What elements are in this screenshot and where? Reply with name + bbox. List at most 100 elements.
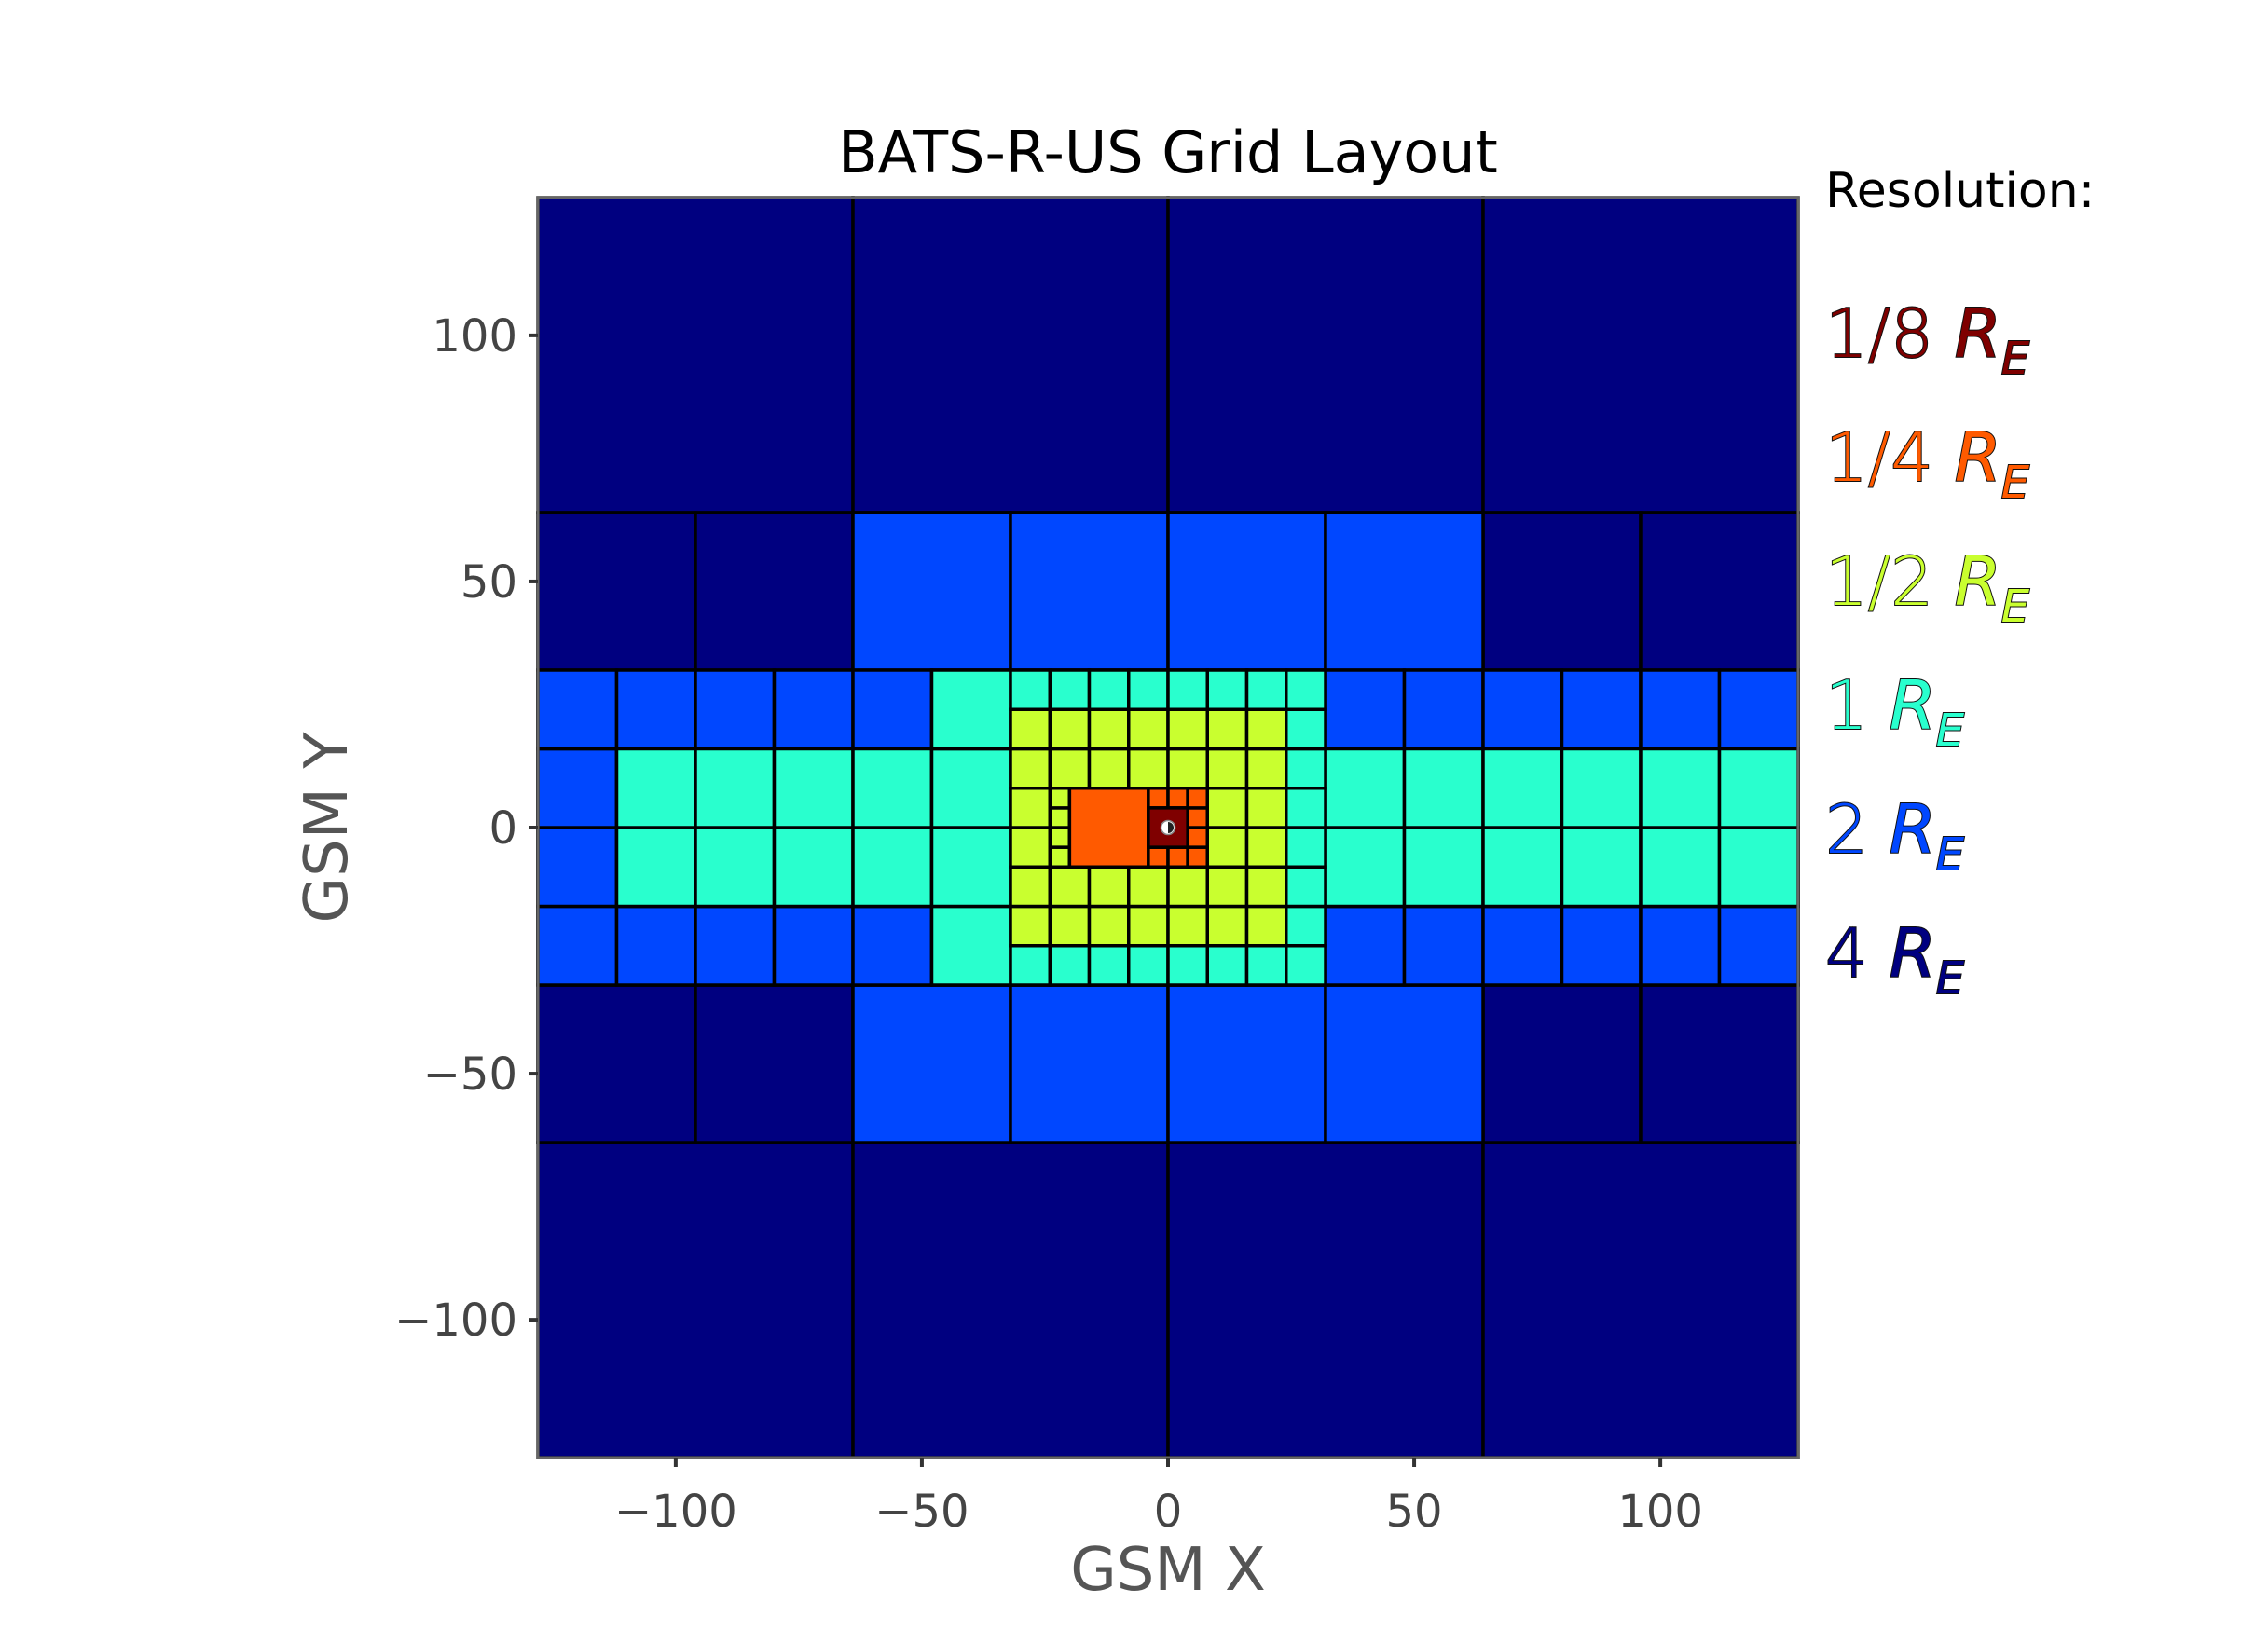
grid-block [1009,944,1052,987]
grid-block [1639,668,1722,751]
grid-block [772,747,855,829]
grid-block [536,826,619,909]
y-tick-label: −100 [394,1294,517,1347]
grid-block [1009,983,1170,1144]
grid-block [1048,707,1092,751]
grid-block [1205,826,1249,869]
grid-block [1717,826,1800,909]
grid-block [1166,511,1327,672]
grid-block [851,1141,1170,1459]
grid-block [1560,826,1643,909]
grid-block [694,668,777,751]
grid-block [536,983,697,1144]
grid-block [1285,865,1327,909]
grid-block [1048,787,1072,810]
grid-block [1087,944,1131,987]
grid-block [1639,826,1722,909]
grid-block [1186,826,1209,849]
grid-block [1087,904,1131,948]
grid-block [614,747,697,829]
grid-block [1166,1141,1485,1459]
grid-block [1481,904,1564,987]
grid-block [1127,944,1170,987]
grid-block [772,904,855,987]
y-tick-label: −50 [423,1048,517,1101]
grid-block [1009,865,1052,909]
grid-block [1048,944,1092,987]
grid-block [1205,787,1249,829]
grid-block [929,668,1012,751]
grid-block [1560,904,1643,987]
legend-entry: 1/8 RE [1825,294,2030,385]
grid-block [1285,747,1327,790]
grid-block [1147,787,1170,810]
grid-block [1166,707,1209,751]
grid-block [1166,196,1485,514]
legend-symbol: R [1890,790,1936,869]
y-tick-label: 0 [488,802,517,855]
grid-block [1166,983,1327,1144]
legend-title: Resolution: [1825,163,2095,219]
grid-block [1402,747,1485,829]
grid-block [1186,806,1209,829]
grid-block [1186,787,1209,810]
grid-block [536,668,619,751]
grid-block [1087,668,1131,711]
grid-block [1402,668,1485,751]
grid-block [1324,904,1407,987]
grid-block [929,826,1012,909]
grid-block [536,747,619,829]
grid-block [1087,747,1131,790]
legend-symbol: R [1955,294,2001,373]
grid-block [1205,747,1249,790]
grid-block [1244,747,1288,790]
grid-block [1147,845,1170,869]
grid-block [1244,904,1288,948]
grid-block [1244,865,1288,909]
legend-symbol: R [1890,914,1936,993]
grid-block [1067,787,1150,869]
grid-block [1717,747,1800,829]
legend-symbol: R [1955,418,2001,497]
chart-title: BATS-R-US Grid Layout [838,118,1498,186]
x-axis-ticks: −100 −50 0 50 100 [614,1458,1703,1538]
grid-block [1048,904,1092,948]
grid-block [1166,747,1209,790]
grid-block [1244,787,1288,829]
grid-block [1048,747,1092,790]
grid-block [1166,865,1209,909]
grid-block [1481,196,1800,514]
x-tick-label: 0 [1154,1486,1183,1538]
legend-entry: 1/4 RE [1825,418,2030,509]
grid-block [1087,707,1131,751]
legend-fraction: 1 [1825,666,1890,745]
grid-block [614,826,697,909]
grid-block [1205,865,1249,909]
grid-block [1205,944,1249,987]
grid-block [1481,668,1564,751]
y-tick-label: 100 [432,310,517,363]
grid-block [851,904,934,987]
grid-block [1127,707,1170,751]
grid-block [1048,806,1072,829]
grid-block [694,826,777,909]
grid-block [1127,747,1170,790]
grid-block [1048,668,1092,711]
grid-block [1324,826,1407,909]
legend-fraction: 1/2 [1825,542,1955,621]
grid-block [1639,904,1722,987]
x-tick-label: −50 [874,1486,969,1538]
grid-block [614,668,697,751]
grid-block [851,196,1170,514]
grid-block [1560,747,1643,829]
legend-subscript: E [2001,333,2030,385]
grid-block [772,668,855,751]
grid-block [1324,668,1407,751]
legend-subscript: E [1936,705,1965,757]
earth-marker [1160,819,1176,836]
legend-subscript: E [2001,581,2030,633]
grid-block [929,904,1012,987]
grid-block [1481,826,1564,909]
grid-block [1481,983,1643,1144]
